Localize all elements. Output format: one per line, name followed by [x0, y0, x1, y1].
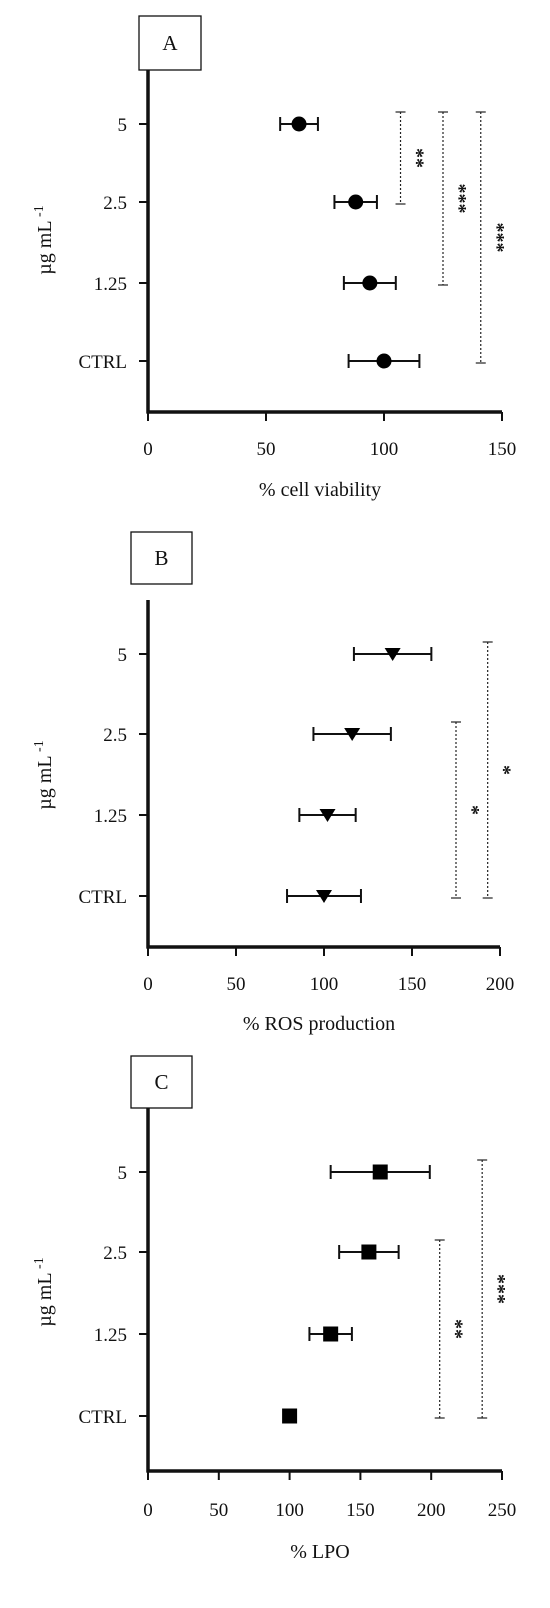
y-tick-label: 1.25 — [94, 806, 127, 827]
x-tick-label: 50 — [209, 1500, 228, 1521]
y-tick-label: CTRL — [78, 887, 127, 908]
x-tick-label: 50 — [227, 974, 246, 995]
data-point-1.25 — [323, 1326, 339, 1342]
significance-label: ** — [445, 1319, 467, 1339]
data-point-ctrl — [282, 1408, 298, 1424]
y-axis-title-exponent: -1 — [32, 1257, 47, 1272]
y-axis-title-unit: µg mL — [34, 755, 56, 809]
y-axis-title-unit: µg mL — [34, 1272, 56, 1326]
panel-b: B 0 50 100 150 200 5 2.5 1.25 CTRL % ROS productio… — [32, 531, 515, 1035]
x-tick-label: 50 — [257, 439, 276, 460]
significance-label: ** — [406, 148, 428, 168]
y-tick-label: CTRL — [78, 1407, 127, 1428]
x-tick-label: 100 — [275, 1500, 304, 1521]
data-point-ctrl — [316, 890, 332, 903]
y-axis-title: µg mL -1 — [32, 205, 56, 274]
panel-a: A 0 50 100 150 5 2.5 1.25 CTRL % cell viability µg… — [32, 15, 517, 501]
y-tick-label: 5 — [118, 115, 128, 136]
panel-c: C 0 50 100 150 200 250 5 2.5 1.25 CTRL % LPO µg mL -… — [32, 1055, 517, 1563]
y-tick-label: 5 — [118, 1163, 128, 1184]
x-axis-title: % LPO — [290, 1541, 349, 1563]
x-tick-label: 100 — [310, 974, 339, 995]
y-axis-title-exponent: -1 — [32, 205, 47, 220]
panel-label: B — [154, 546, 168, 570]
x-tick-label: 150 — [398, 974, 427, 995]
data-point-2.5 — [361, 1244, 377, 1260]
data-point-2.5 — [344, 728, 361, 741]
x-tick-label: 200 — [417, 1500, 446, 1521]
data-point-5 — [384, 648, 401, 661]
data-point-5 — [291, 116, 307, 132]
y-tick-label: 2.5 — [103, 725, 127, 746]
significance-label: *** — [486, 223, 508, 253]
y-tick-label: 2.5 — [103, 193, 127, 214]
data-point-1.25 — [362, 275, 378, 291]
y-tick-label: 1.25 — [94, 274, 127, 295]
x-tick-label: 0 — [143, 974, 153, 995]
x-axis-title: % cell viability — [259, 479, 381, 501]
x-tick-label: 0 — [143, 1500, 153, 1521]
data-point-2.5 — [348, 194, 364, 210]
y-axis-title: µg mL -1 — [32, 740, 56, 809]
y-tick-label: 5 — [118, 645, 128, 666]
y-axis-title-exponent: -1 — [32, 740, 47, 755]
panel-label: A — [162, 31, 178, 55]
x-tick-label: 150 — [346, 1500, 375, 1521]
significance-label: *** — [487, 1274, 509, 1304]
x-tick-label: 100 — [370, 439, 399, 460]
data-point-5 — [372, 1164, 388, 1180]
panel-label-box — [130, 531, 193, 585]
data-point-ctrl — [376, 353, 392, 369]
x-axis-title: % ROS production — [243, 1013, 395, 1035]
x-tick-label: 0 — [143, 439, 153, 460]
y-tick-label: 1.25 — [94, 1325, 127, 1346]
panel-label-box — [138, 15, 202, 71]
panel-label-box — [130, 1055, 193, 1109]
data-point-1.25 — [319, 809, 336, 822]
x-tick-label: 200 — [486, 974, 515, 995]
y-axis-title-unit: µg mL — [34, 220, 56, 274]
y-tick-label: 2.5 — [103, 1243, 127, 1264]
significance-label: * — [461, 805, 483, 815]
y-tick-label: CTRL — [78, 352, 127, 373]
significance-label: *** — [448, 184, 470, 214]
x-tick-label: 150 — [488, 439, 517, 460]
panel-label: C — [154, 1070, 168, 1094]
x-tick-label: 250 — [488, 1500, 517, 1521]
significance-label: * — [493, 765, 515, 775]
y-axis-title: µg mL -1 — [32, 1257, 56, 1326]
